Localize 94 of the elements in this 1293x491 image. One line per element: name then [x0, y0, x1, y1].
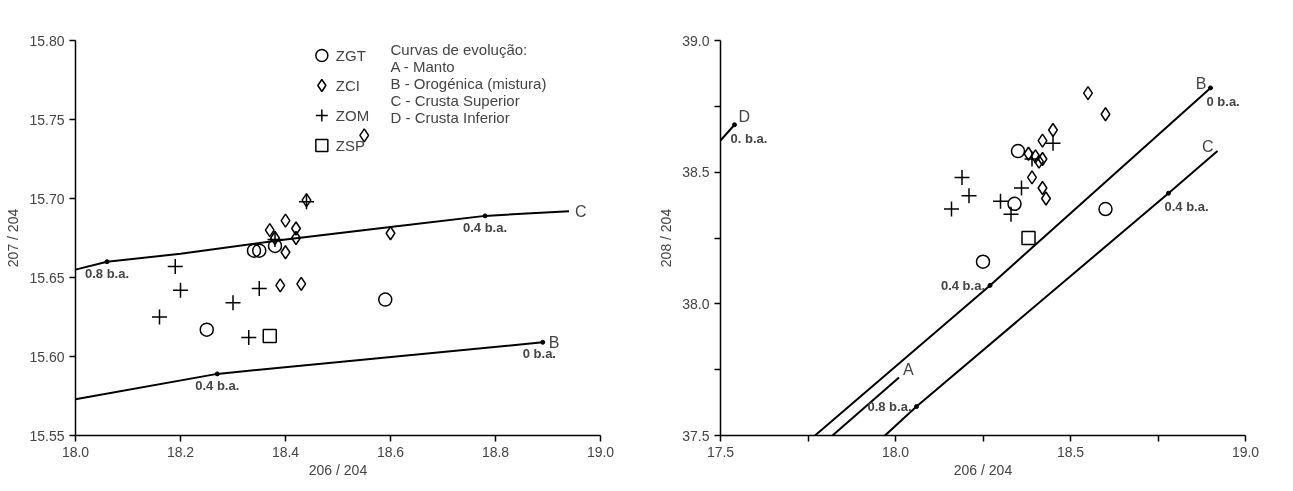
x-tick-label: 18.8 — [481, 443, 510, 460]
annotation: 0.4 b.a. — [462, 219, 508, 235]
point — [1026, 170, 1038, 185]
y-tick-label: 39.0 — [682, 32, 710, 49]
annotation: B - Orogénica (mistura) — [390, 74, 547, 92]
annotation: 0.4 b.a. — [940, 277, 985, 293]
point — [267, 238, 283, 254]
point — [953, 169, 971, 186]
point — [214, 371, 220, 377]
point — [1037, 133, 1048, 148]
point — [975, 254, 991, 269]
point — [1044, 134, 1062, 152]
y-tick-label: 15.65 — [29, 269, 65, 286]
series-label: A — [903, 360, 914, 378]
series-label: C — [1201, 138, 1214, 156]
x-tick-label: 18.2 — [166, 443, 195, 460]
annotation: D - Crusta Inferior — [390, 108, 510, 126]
y-tick-label: 37.5 — [682, 427, 710, 444]
point — [280, 213, 291, 228]
point — [1030, 149, 1041, 164]
annotation: 0 b.a. — [1206, 93, 1240, 109]
point — [482, 213, 488, 219]
point — [540, 339, 546, 345]
series-label: C — [575, 202, 587, 220]
legend-label: ZGT — [335, 46, 366, 64]
point — [378, 292, 393, 307]
x-tick-label: 18.0 — [881, 443, 910, 460]
x-tick-label: 19.0 — [1231, 443, 1260, 460]
point — [943, 200, 960, 218]
point — [1023, 150, 1041, 168]
point — [151, 308, 168, 326]
x-tick-label: 18.5 — [1056, 443, 1085, 460]
point — [290, 221, 302, 236]
x-axis-title: 206 / 204 — [953, 461, 1013, 478]
y-tick-label: 15.75 — [29, 111, 65, 128]
point — [251, 280, 268, 297]
point — [1040, 191, 1052, 206]
annotation: 0.8 b.a. — [84, 265, 130, 281]
point — [1007, 196, 1022, 211]
point — [224, 294, 242, 312]
legend-label: ZCI — [335, 76, 361, 94]
annotation: A - Manto — [390, 57, 455, 75]
point — [167, 258, 184, 275]
y-tick-label: 15.55 — [29, 427, 65, 444]
x-tick-label: 18.0 — [61, 443, 90, 460]
point — [1208, 85, 1213, 91]
y-tick-label: 15.80 — [29, 32, 65, 49]
point — [1023, 146, 1034, 161]
annotation: Curvas de evolução: — [390, 40, 528, 58]
point — [732, 122, 737, 128]
series-label: D — [738, 107, 751, 125]
point — [246, 243, 262, 258]
legend-label: ZSP — [335, 136, 366, 154]
annotation: 0.4 b.a. — [195, 377, 240, 393]
point — [914, 404, 919, 410]
point — [960, 187, 978, 205]
point — [992, 192, 1009, 210]
point — [290, 230, 302, 246]
point — [240, 329, 257, 346]
annotation: C - Crusta Superior — [390, 91, 520, 109]
x-tick-label: 17.5 — [706, 443, 735, 460]
y-axis-title: 207 / 204 — [5, 208, 22, 268]
point — [104, 259, 110, 265]
point — [1082, 85, 1094, 101]
annotation: 0.8 b.a. — [867, 399, 912, 415]
point — [359, 128, 370, 143]
point — [1002, 206, 1020, 223]
point — [1166, 190, 1171, 196]
point — [1010, 143, 1026, 159]
point — [1013, 179, 1030, 197]
point — [1047, 122, 1059, 138]
series-label: B — [1195, 74, 1207, 92]
annotation: 0. b.a. — [730, 130, 768, 146]
point — [1098, 201, 1113, 217]
point — [262, 328, 277, 344]
point — [172, 281, 189, 299]
point — [385, 226, 396, 241]
point — [252, 243, 267, 258]
x-tick-label: 18.4 — [271, 443, 300, 460]
point — [275, 278, 286, 293]
y-tick-label: 38.0 — [682, 295, 710, 312]
x-axis-title: 206 / 204 — [308, 461, 368, 478]
annotation: 0.4 b.a. — [1164, 199, 1209, 215]
legend-label: ZOM — [335, 106, 370, 124]
y-tick-label: 38.5 — [682, 164, 710, 181]
point — [987, 282, 993, 288]
y-tick-label: 15.70 — [29, 190, 65, 207]
point — [199, 322, 214, 337]
point — [1021, 230, 1036, 246]
y-tick-label: 15.60 — [29, 348, 65, 365]
x-tick-label: 19.0 — [586, 443, 615, 460]
point — [1033, 154, 1045, 169]
y-axis-title: 208 / 204 — [658, 208, 675, 268]
x-tick-label: 18.6 — [376, 443, 405, 460]
